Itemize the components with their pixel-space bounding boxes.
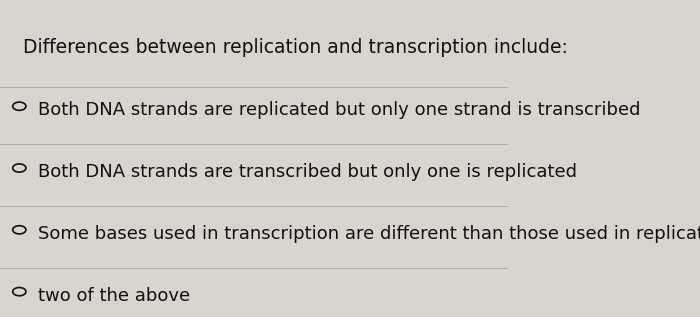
Text: two of the above: two of the above — [38, 287, 190, 305]
Circle shape — [13, 102, 26, 110]
Circle shape — [13, 164, 26, 172]
Text: Both DNA strands are replicated but only one strand is transcribed: Both DNA strands are replicated but only… — [38, 101, 640, 120]
Circle shape — [13, 288, 26, 296]
Text: Both DNA strands are transcribed but only one is replicated: Both DNA strands are transcribed but onl… — [38, 163, 577, 181]
Text: Differences between replication and transcription include:: Differences between replication and tran… — [23, 38, 568, 57]
Text: Some bases used in transcription are different than those used in replication: Some bases used in transcription are dif… — [38, 225, 700, 243]
Circle shape — [13, 226, 26, 234]
